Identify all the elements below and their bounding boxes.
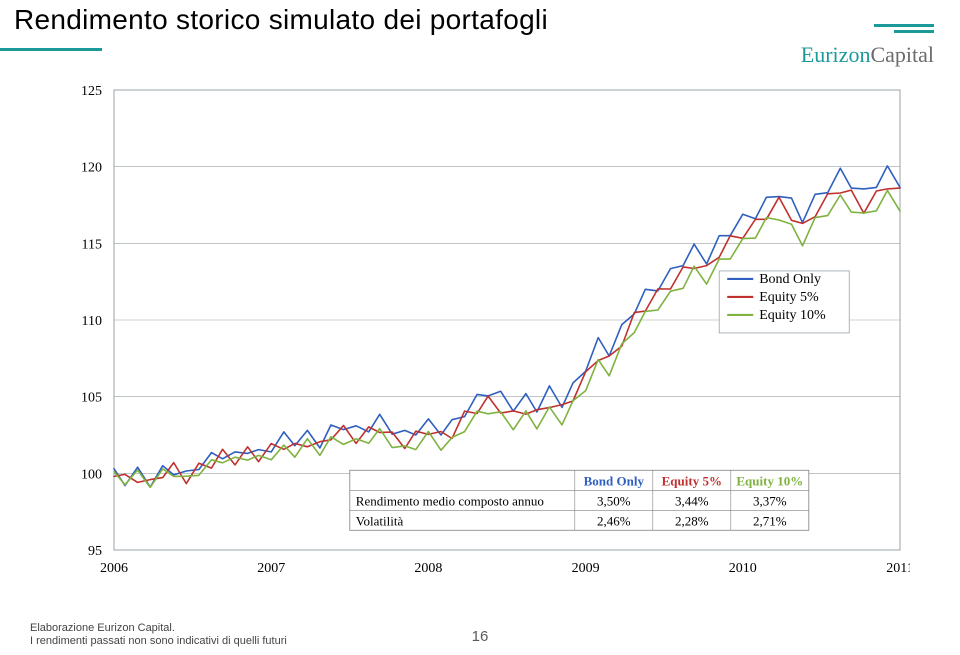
svg-text:3,37%: 3,37% (753, 493, 787, 508)
svg-text:2008: 2008 (414, 561, 442, 576)
page-number: 16 (472, 628, 489, 645)
svg-text:3,50%: 3,50% (597, 493, 631, 508)
svg-text:105: 105 (81, 391, 102, 406)
brand-part2: Capital (870, 42, 934, 67)
svg-text:120: 120 (81, 161, 102, 176)
svg-text:Equity 5%: Equity 5% (662, 473, 722, 488)
svg-text:Equity 10%: Equity 10% (736, 473, 803, 488)
svg-text:125: 125 (81, 84, 102, 99)
svg-text:Volatilità: Volatilità (356, 513, 404, 528)
brand-part1: Eurizon (801, 42, 871, 67)
brand-accent-bar (874, 24, 934, 27)
svg-text:2,28%: 2,28% (675, 513, 709, 528)
svg-text:2010: 2010 (729, 561, 757, 576)
svg-text:Equity 10%: Equity 10% (759, 308, 826, 323)
svg-text:3,44%: 3,44% (675, 493, 709, 508)
brand-wordmark: EurizonCapital (801, 42, 934, 68)
svg-text:2009: 2009 (572, 561, 600, 576)
chart-svg: 95 100 105 110 115 120 125 2006 2007 2008 2009 2010… (64, 80, 910, 578)
performance-chart: 95 100 105 110 115 120 125 2006 2007 2008 2009 2010… (64, 80, 910, 578)
footer-disclaimer: Elaborazione Eurizon Capital. I rendimen… (30, 622, 287, 650)
svg-text:115: 115 (82, 237, 102, 252)
svg-text:Rendimento medio composto annu: Rendimento medio composto annuo (356, 493, 544, 508)
svg-text:2,46%: 2,46% (597, 513, 631, 528)
title-underline (0, 48, 102, 51)
svg-text:Bond Only: Bond Only (759, 272, 821, 287)
svg-text:100: 100 (81, 467, 102, 482)
brand-accent-bar (894, 30, 934, 33)
page-title: Rendimento storico simulato dei portafog… (14, 4, 548, 36)
svg-text:110: 110 (82, 314, 102, 329)
svg-text:2011: 2011 (886, 561, 910, 576)
svg-text:2007: 2007 (257, 561, 285, 576)
svg-text:95: 95 (88, 544, 102, 559)
svg-text:2,71%: 2,71% (753, 513, 787, 528)
svg-text:Bond Only: Bond Only (584, 473, 645, 488)
footer-line1: Elaborazione Eurizon Capital. (30, 622, 175, 634)
brand-logo: EurizonCapital (714, 24, 934, 74)
svg-text:Equity 5%: Equity 5% (759, 290, 819, 305)
footer-line2: I rendimenti passati non sono indicativi… (30, 635, 287, 647)
svg-text:2006: 2006 (100, 561, 128, 576)
